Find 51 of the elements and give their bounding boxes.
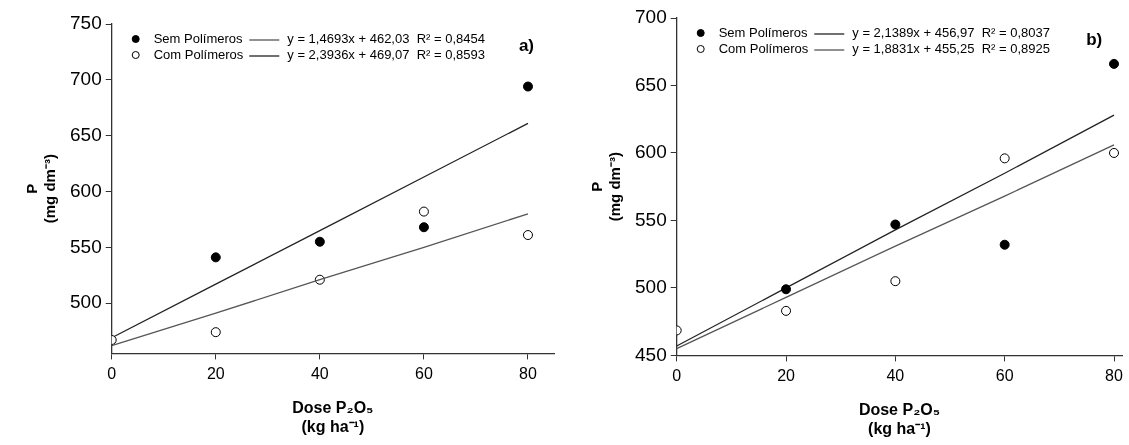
legend-label: Sem Polímeros [718,24,809,40]
y-tick-label: 750 [70,12,102,34]
x-axis-title: Dose P₂O₅ (kg ha⁻¹) [858,400,941,437]
y-tick-label: 500 [70,291,102,313]
point [781,284,792,295]
point [999,153,1010,164]
x-tick-label: 40 [310,365,329,383]
point [522,81,533,92]
y-tick-label: 550 [635,208,667,230]
point [999,239,1010,250]
x-tick-label: 0 [107,365,117,383]
x-tick-label: 80 [519,365,537,383]
legend-label: Sem Polímeros [153,30,244,46]
point [1109,58,1119,69]
y-tick-label: 700 [70,68,102,90]
y-tick-label: 650 [70,123,102,145]
annotation: b) [1086,29,1103,49]
legend-label: Com Polímeros [718,40,809,56]
point [890,219,901,230]
y-tick-label: 600 [70,179,102,201]
y-tick-label: 500 [635,276,667,298]
legend-label: y = 2,1389x + 456,97 R² = 0,8037 [852,24,1050,40]
legend-label: y = 1,8831x + 455,25 R² = 0,8925 [852,40,1050,56]
y-tick-label: 650 [635,73,667,95]
legend-label: y = 2,3936x + 469,07 R² = 0,8593 [287,46,485,62]
point [781,305,792,316]
point [418,222,429,233]
point [210,327,221,338]
y-tick-label: 600 [635,141,667,163]
point [1109,147,1119,158]
x-tick-label: 20 [777,367,796,385]
annotation: a) [518,35,534,55]
y-tick-label: 700 [635,6,667,28]
y-axis-title: P (mg dm⁻³) [23,154,59,224]
legend-label: y = 1,4693x + 462,03 R² = 0,8454 [287,30,485,46]
point [314,236,325,247]
x-tick-label: 60 [415,365,433,383]
legend-label: Com Polímeros [153,46,244,62]
point [890,276,901,287]
x-tick-label: 80 [1105,367,1123,385]
x-tick-label: 0 [672,367,682,385]
x-tick-label: 40 [886,367,905,385]
point [418,206,429,217]
point [522,230,533,241]
x-tick-label: 60 [995,367,1014,385]
point [210,252,221,263]
y-axis-title: P (mg dm⁻³) [588,152,624,222]
x-axis-title: Dose P₂O₅ (kg ha⁻¹) [292,398,374,435]
y-tick-label: 550 [70,235,102,257]
y-tick-label: 450 [635,343,667,365]
x-tick-label: 20 [206,365,225,383]
